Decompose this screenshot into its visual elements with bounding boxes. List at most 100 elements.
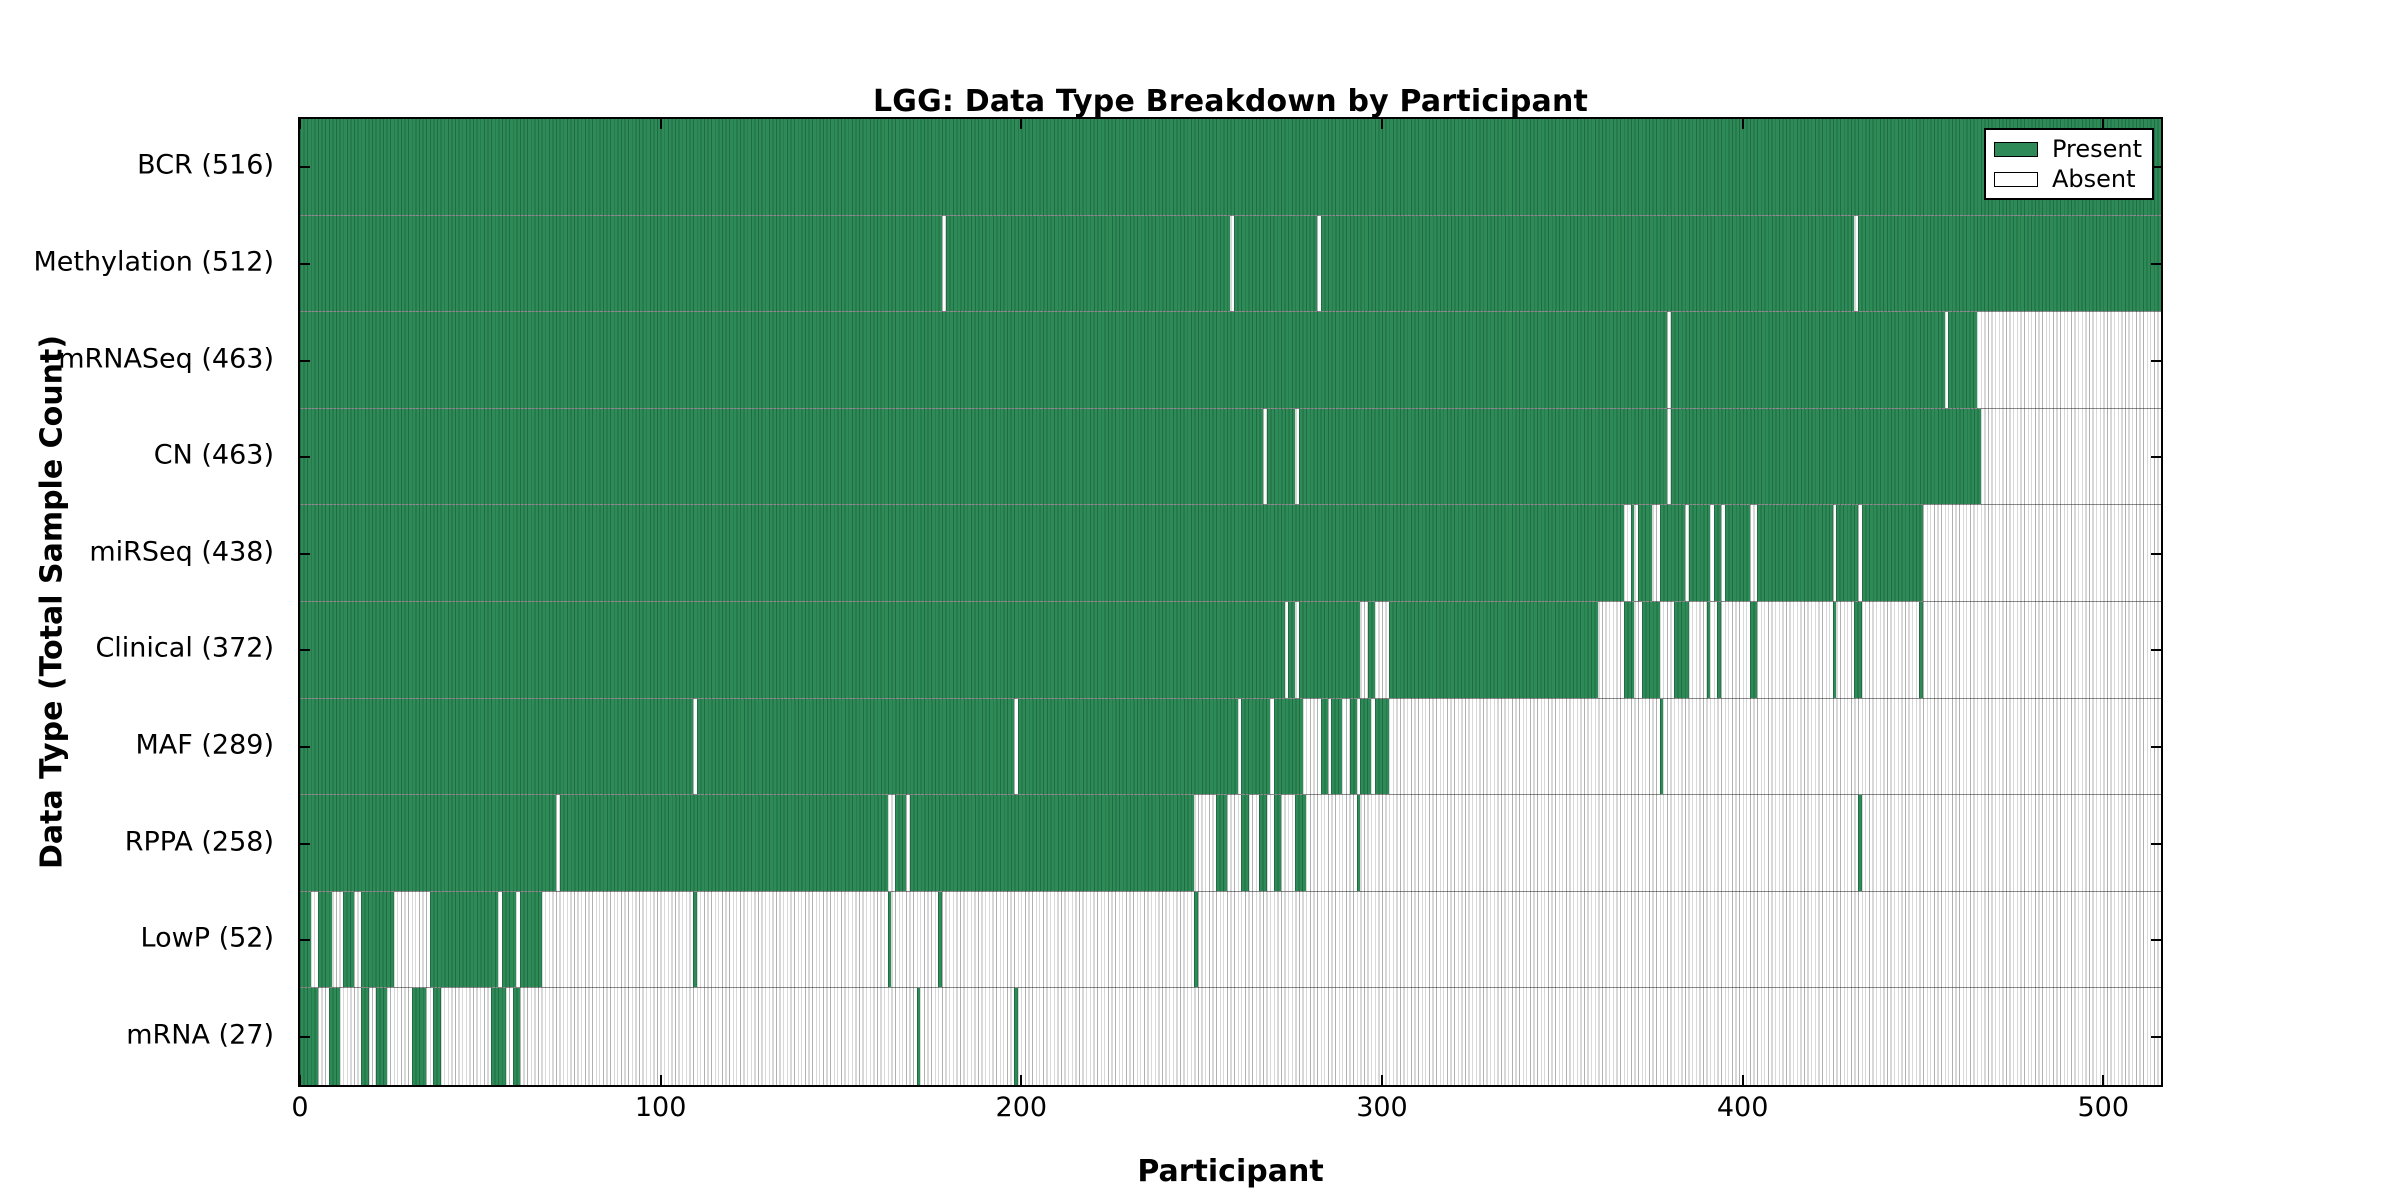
y-axis-tick (2151, 939, 2161, 942)
x-axis-tick (1741, 119, 1744, 129)
present-segment (1670, 408, 1981, 505)
present-segment (491, 988, 506, 1085)
x-axis-tick (1020, 119, 1023, 129)
present-segment (945, 215, 1231, 312)
x-tick-label: 0 (291, 1092, 309, 1123)
present-segment (1389, 601, 1599, 698)
y-axis-tick (300, 456, 310, 459)
y-axis-tick (300, 552, 310, 555)
present-segment (693, 891, 697, 988)
y-axis-tick (2151, 842, 2161, 845)
row-lowp (300, 891, 2161, 989)
x-axis-label: Participant (1137, 1154, 1324, 1189)
present-segment (1241, 795, 1249, 891)
row-bcr (300, 119, 2161, 216)
present-segment (938, 891, 942, 988)
y-axis-tick (2151, 552, 2161, 555)
present-segment (1259, 795, 1267, 891)
present-segment (1295, 795, 1307, 891)
present-segment (1374, 698, 1390, 795)
y-axis-tick (300, 166, 310, 169)
present-segment (1861, 505, 1923, 601)
present-segment (1234, 215, 1318, 312)
present-segment (1367, 601, 1375, 698)
y-tick-label: miRSeq (438) (89, 536, 274, 568)
x-tick-label: 100 (634, 1092, 687, 1123)
present-segment (1288, 601, 1296, 698)
y-tick-label: CN (463) (153, 439, 274, 471)
present-segment (1858, 795, 1862, 891)
y-tick-label: RPPA (258) (124, 826, 274, 857)
present-segment (1757, 505, 1833, 601)
present-segment (411, 988, 427, 1085)
y-axis-tick (2151, 649, 2161, 652)
y-axis-tick (2151, 262, 2161, 265)
present-segment (1360, 698, 1372, 795)
present-segment (300, 505, 1624, 601)
y-tick-label: MAF (289) (135, 729, 274, 761)
y-axis-tick (300, 649, 310, 652)
x-axis-tick (1020, 1075, 1023, 1085)
row-mrna (300, 988, 2161, 1085)
x-tick-labels: 0 100 200 300 400 500 (291, 1092, 2161, 1132)
present-segment (1299, 601, 1361, 698)
row-cn (300, 408, 2161, 506)
y-tick-label: mRNA (27) (126, 1019, 274, 1051)
y-tick-label: LowP (52) (140, 922, 274, 954)
present-segment (1273, 795, 1281, 891)
present-segment (1670, 312, 1945, 408)
x-axis-tick (1741, 1075, 1744, 1085)
present-segment (375, 988, 387, 1085)
legend: Present Absent (1983, 128, 2154, 200)
y-axis-tick (2151, 745, 2161, 748)
present-segment (1320, 215, 1855, 312)
y-axis-tick (2151, 166, 2161, 169)
present-segment (361, 988, 369, 1085)
y-tick-label: Methylation (512) (33, 246, 274, 278)
x-axis-tick (299, 119, 301, 129)
present-segment (1713, 505, 1721, 601)
x-axis-tick (1380, 1075, 1383, 1085)
y-axis-tick (2151, 1035, 2161, 1038)
present-segment (300, 601, 1285, 698)
row-methylation (300, 215, 2161, 313)
present-segment (300, 119, 2161, 215)
present-segment (501, 891, 517, 988)
present-segment (909, 795, 1195, 891)
present-segment (916, 988, 921, 1085)
y-axis-tick (300, 842, 310, 845)
x-axis-tick (659, 1075, 662, 1085)
y-tick-label: Clinical (372) (95, 632, 274, 664)
present-segment (895, 795, 906, 891)
present-segment (1017, 698, 1238, 795)
x-axis-tick (659, 119, 662, 129)
row-clinical (300, 601, 2161, 699)
present-segment (1724, 505, 1750, 601)
y-axis-tick (2151, 359, 2161, 362)
present-segment (520, 891, 542, 988)
y-axis-tick (300, 745, 310, 748)
present-segment (1854, 601, 1862, 698)
present-segment (1659, 505, 1685, 601)
present-segment (328, 988, 340, 1085)
y-axis-tick (300, 1035, 310, 1038)
y-tick-label: mRNASeq (463) (58, 343, 274, 374)
legend-label: Present (2051, 135, 2142, 163)
x-tick-label: 500 (2077, 1092, 2130, 1123)
present-segment (343, 891, 355, 988)
y-tick-label: BCR (516) (137, 149, 274, 181)
present-segment (1832, 601, 1837, 698)
present-segment (361, 891, 394, 988)
present-segment (1349, 698, 1357, 795)
present-segment (696, 698, 1015, 795)
legend-label: Absent (2051, 165, 2136, 193)
present-segment (1331, 698, 1343, 795)
present-segment (1688, 505, 1711, 601)
present-segment (300, 795, 557, 891)
y-axis-tick (2151, 456, 2161, 459)
row-mirseq (300, 505, 2161, 602)
present-segment (1216, 795, 1227, 891)
present-segment (429, 891, 499, 988)
present-segment (887, 891, 892, 988)
